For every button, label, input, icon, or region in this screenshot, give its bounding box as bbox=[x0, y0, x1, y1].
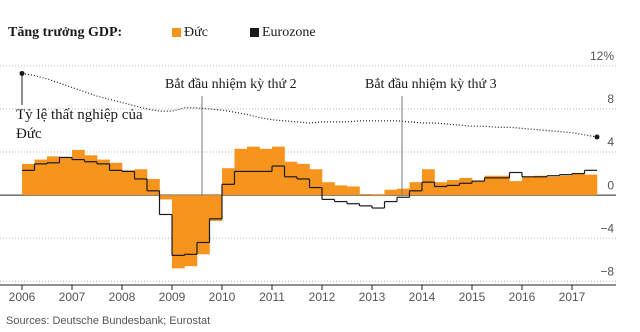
gdp-bar bbox=[134, 169, 148, 196]
gdp-bar bbox=[122, 170, 135, 196]
source: Sources: Deutsche Bundesbank; Eurostat bbox=[6, 315, 210, 327]
legend-title: Tăng trưởng GDP: bbox=[8, 25, 122, 40]
gdp-bar bbox=[197, 195, 210, 255]
gdp-bar bbox=[409, 182, 423, 196]
gdp-bar bbox=[584, 174, 598, 196]
x-tick-label: 2009 bbox=[159, 290, 186, 304]
legend-label: Đức bbox=[184, 25, 208, 40]
gdp-bar bbox=[147, 178, 160, 196]
annotation-text: Bắt đầu nhiệm kỳ thứ 3 bbox=[365, 77, 497, 92]
legend-swatch bbox=[172, 28, 181, 37]
y-tick-label: −4 bbox=[600, 221, 614, 235]
gdp-bar bbox=[309, 169, 323, 196]
x-tick-label: 2010 bbox=[209, 290, 236, 304]
x-tick-label: 2011 bbox=[259, 290, 285, 304]
y-tick-label: 12% bbox=[590, 49, 614, 63]
gdp-bar bbox=[572, 173, 585, 196]
x-tick-label: 2012 bbox=[309, 290, 336, 304]
unemployment-line bbox=[21, 72, 598, 138]
unemployment-label: Tỷ lệ thất nghiệp của Đức bbox=[16, 107, 143, 142]
gdp-bar bbox=[209, 195, 223, 221]
gdp-bar bbox=[97, 159, 110, 196]
gdp-bar bbox=[172, 195, 185, 269]
gdp-bar bbox=[397, 188, 410, 196]
x-tick-label: 2016 bbox=[509, 290, 536, 304]
gdp-bar bbox=[384, 189, 398, 196]
gdp-bar bbox=[434, 182, 448, 196]
gdp-bar bbox=[72, 149, 85, 196]
x-tick-label: 2013 bbox=[359, 290, 386, 304]
gdp-bar bbox=[472, 181, 485, 196]
x-tick-label: 2006 bbox=[9, 290, 36, 304]
gdp-bar bbox=[559, 175, 573, 196]
gdp-bar bbox=[359, 194, 373, 196]
gdp-bar bbox=[547, 176, 560, 196]
x-tick-label: 2008 bbox=[109, 290, 136, 304]
gdp-bar bbox=[284, 161, 298, 196]
gdp-bar bbox=[522, 176, 535, 196]
gdp-bar bbox=[47, 156, 60, 196]
x-tick-label: 2015 bbox=[459, 290, 486, 304]
gdp-bar bbox=[22, 163, 35, 196]
gdp-bar bbox=[322, 182, 335, 196]
gdp-bar bbox=[459, 177, 473, 196]
y-tick-label: 8 bbox=[607, 92, 614, 106]
gdp-bar bbox=[447, 180, 460, 196]
x-tick-label: 2007 bbox=[59, 290, 86, 304]
gdp-bar bbox=[184, 195, 198, 267]
gdp-bar bbox=[222, 168, 235, 196]
gdp-bar bbox=[372, 195, 385, 197]
legend-swatch bbox=[250, 28, 259, 37]
gdp-bar bbox=[497, 175, 510, 196]
y-tick-label: 4 bbox=[607, 135, 614, 149]
gdp-bar bbox=[347, 186, 360, 196]
gdp-bar bbox=[84, 155, 98, 196]
x-tick-label: 2017 bbox=[559, 290, 586, 304]
gdp-bar bbox=[34, 159, 48, 196]
y-tick-label: 0 bbox=[607, 178, 614, 192]
gdp-bar bbox=[484, 175, 498, 196]
y-tick-label: −8 bbox=[600, 264, 614, 278]
gdp-bar bbox=[534, 175, 548, 196]
x-tick-label: 2014 bbox=[409, 290, 436, 304]
gdp-bar bbox=[159, 195, 173, 200]
annotation-text: Bắt đầu nhiệm kỳ thứ 2 bbox=[165, 77, 297, 92]
gdp-bar bbox=[272, 146, 285, 196]
gdp-bar bbox=[334, 185, 348, 196]
gdp-bar bbox=[59, 157, 73, 196]
unemployment-dot bbox=[594, 134, 600, 140]
gdp-bar bbox=[509, 181, 523, 196]
legend-label: Eurozone bbox=[262, 25, 316, 40]
gdp-bar bbox=[109, 162, 123, 196]
